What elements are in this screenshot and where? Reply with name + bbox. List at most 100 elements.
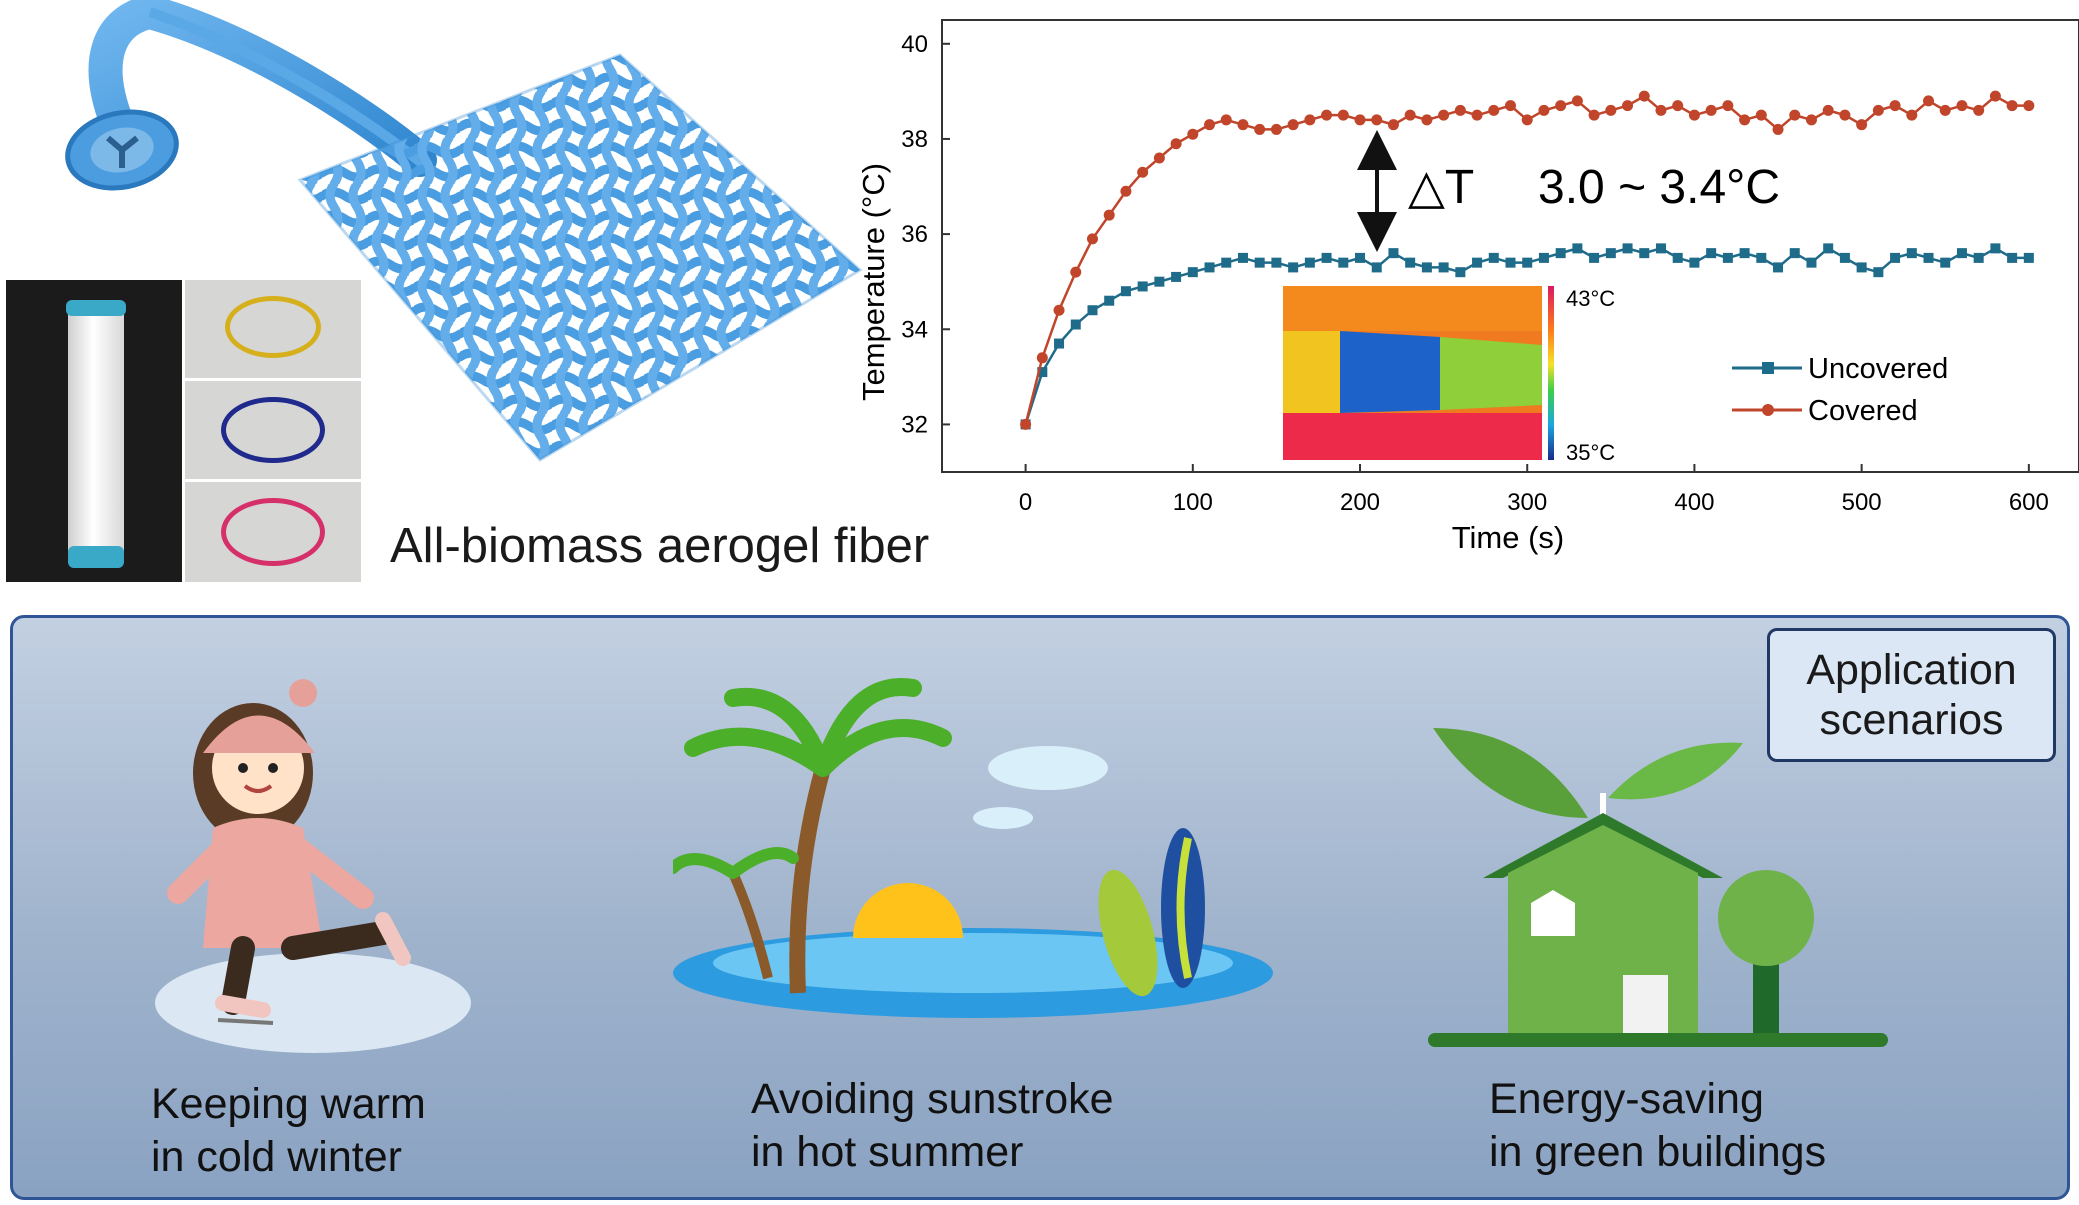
data-point: [1739, 248, 1750, 259]
legend-marker: [1762, 404, 1774, 416]
delta-t-label: △T: [1408, 161, 1474, 214]
inset-min-label: 35°C: [1566, 440, 1615, 465]
x-tick-label: 100: [1173, 489, 1213, 516]
data-point: [1472, 257, 1483, 268]
data-point: [1070, 266, 1082, 278]
delta-range-label: 3.0 ~ 3.4°C: [1538, 161, 1780, 214]
x-tick-label: 300: [1507, 489, 1547, 516]
data-point: [1605, 104, 1617, 116]
scenario-buildings-line1: Energy-saving: [1489, 1075, 1764, 1123]
data-point: [1220, 114, 1232, 126]
data-point: [1638, 90, 1650, 102]
data-point: [1371, 114, 1383, 126]
data-point: [1956, 100, 1968, 112]
data-point: [1722, 100, 1734, 112]
application-panel: Keeping warm in cold winter Avoiding sun…: [10, 615, 2070, 1200]
data-point: [1639, 248, 1650, 259]
data-point: [1438, 109, 1450, 121]
data-point: [1939, 104, 1951, 116]
data-point: [1789, 109, 1801, 121]
data-point: [1355, 252, 1366, 263]
plot-frame: [941, 19, 2079, 473]
data-point: [1421, 114, 1433, 126]
data-point: [1405, 257, 1416, 268]
data-point: [1287, 119, 1299, 131]
data-point: [1521, 114, 1533, 126]
data-point: [1454, 104, 1466, 116]
data-point: [1806, 257, 1817, 268]
data-point: [1990, 243, 2001, 254]
data-point: [1872, 104, 1884, 116]
y-tick-label: 34: [901, 316, 928, 343]
data-point: [1856, 262, 1867, 273]
data-point: [1688, 109, 1700, 121]
scenario-summer-line2: in hot summer: [751, 1128, 1024, 1176]
data-point: [1672, 252, 1683, 263]
data-point: [1773, 262, 1784, 273]
data-point: [1104, 295, 1115, 306]
data-point: [1254, 257, 1265, 268]
data-point: [1822, 104, 1834, 116]
scenario-winter-line1: Keeping warm: [151, 1080, 426, 1128]
data-point: [1873, 267, 1884, 278]
scenario-summer-line1: Avoiding sunstroke: [751, 1075, 1114, 1123]
data-point: [1538, 252, 1549, 263]
data-point: [1739, 114, 1751, 126]
data-point: [1889, 100, 1901, 112]
data-point: [1622, 100, 1634, 112]
data-point: [1204, 262, 1215, 273]
data-point: [1488, 252, 1499, 263]
data-point: [1571, 95, 1583, 107]
green-house-illustration: [1428, 728, 1888, 1047]
data-point: [1772, 123, 1784, 135]
y-axis-title: Temperature (°C): [856, 163, 891, 401]
scenario-buildings-line2: in green buildings: [1489, 1128, 1827, 1176]
data-point: [1187, 128, 1199, 140]
data-point: [1923, 252, 1934, 263]
data-point: [1171, 271, 1182, 282]
data-point: [1271, 257, 1282, 268]
data-point: [1823, 243, 1834, 254]
data-point: [1020, 418, 1032, 430]
data-point: [1154, 276, 1165, 287]
scenario-winter-line2: in cold winter: [151, 1133, 402, 1181]
data-point: [1488, 104, 1500, 116]
x-tick-label: 0: [1019, 489, 1032, 516]
data-point: [1153, 152, 1165, 164]
data-point: [1120, 185, 1132, 197]
data-point: [1321, 252, 1332, 263]
y-tick-label: 38: [901, 126, 928, 153]
data-point: [1054, 338, 1065, 349]
data-point: [1890, 252, 1901, 263]
data-point: [2023, 252, 2034, 263]
legend-label: Uncovered: [1808, 353, 1948, 385]
legend-marker: [1762, 362, 1774, 374]
x-tick-label: 600: [2009, 489, 2049, 516]
legend-label: Covered: [1808, 395, 1918, 427]
data-point: [2023, 100, 2035, 112]
data-point: [1387, 119, 1399, 131]
data-point: [1588, 109, 1600, 121]
application-box-line2: scenarios: [1819, 696, 2004, 744]
data-point: [1087, 305, 1098, 316]
woven-mesh: [297, 53, 863, 462]
fiber-label: All-biomass aerogel fiber: [390, 519, 930, 573]
y-tick-label: 32: [901, 411, 928, 438]
data-point: [1304, 257, 1315, 268]
data-point: [1789, 248, 1800, 259]
data-point: [1321, 109, 1333, 121]
data-point: [1338, 257, 1349, 268]
spool-photo: [6, 280, 182, 582]
data-point: [1304, 114, 1316, 126]
data-point: [1906, 109, 1918, 121]
data-point: [1170, 138, 1182, 150]
data-point: [1137, 281, 1148, 292]
data-point: [1337, 109, 1349, 121]
data-point: [1722, 252, 1733, 263]
data-point: [1555, 100, 1567, 112]
skating-girl-illustration: [155, 679, 471, 1053]
data-point: [1572, 243, 1583, 254]
application-scenarios-box: Application scenarios: [1767, 628, 2056, 762]
data-point: [1655, 243, 1666, 254]
